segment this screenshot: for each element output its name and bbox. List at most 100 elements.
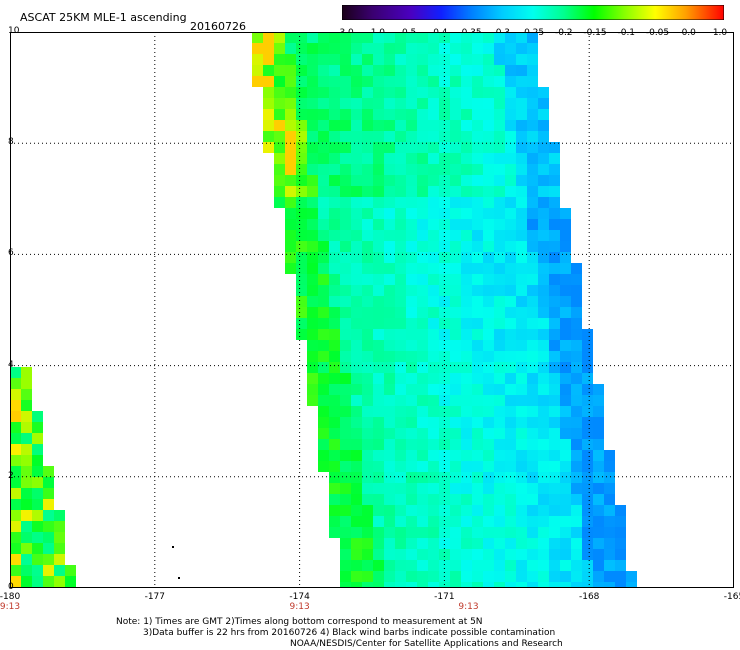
swath-cell: [483, 505, 494, 516]
swath-cell: [406, 153, 417, 164]
swath-cell: [351, 450, 362, 461]
swath-cell: [395, 230, 406, 241]
swath-cell: [450, 43, 461, 54]
left-swath-cell: [21, 554, 32, 565]
swath-cell: [483, 296, 494, 307]
swath-cell: [549, 307, 560, 318]
swath-cell: [351, 98, 362, 109]
swath-cell: [428, 54, 439, 65]
swath-cell: [483, 340, 494, 351]
swath-cell: [428, 527, 439, 538]
swath-cell: [461, 142, 472, 153]
swath-cell: [494, 164, 505, 175]
swath-cell: [351, 428, 362, 439]
swath-cell: [549, 197, 560, 208]
swath-cell: [450, 109, 461, 120]
swath-cell: [538, 450, 549, 461]
swath-cell: [373, 120, 384, 131]
swath-cell: [351, 120, 362, 131]
swath-cell: [560, 384, 571, 395]
swath-cell: [351, 417, 362, 428]
swath-cell: [527, 263, 538, 274]
map-date: 20160726: [190, 20, 246, 33]
swath-cell: [417, 241, 428, 252]
swath-cell: [362, 329, 373, 340]
swath-cell: [428, 340, 439, 351]
swath-cell: [593, 538, 604, 549]
swath-cell: [505, 417, 516, 428]
swath-cell: [428, 538, 439, 549]
swath-cell: [549, 538, 560, 549]
swath-cell: [527, 505, 538, 516]
left-swath-cell: [32, 499, 43, 510]
swath-cell: [329, 32, 340, 43]
swath-cell: [428, 472, 439, 483]
left-swath-cell: [32, 422, 43, 433]
swath-cell: [494, 285, 505, 296]
swath-cell: [428, 285, 439, 296]
swath-cell: [373, 230, 384, 241]
swath-cell: [549, 582, 560, 588]
swath-cell: [527, 296, 538, 307]
swath-cell: [417, 164, 428, 175]
swath-cell: [384, 131, 395, 142]
swath-cell: [285, 32, 296, 43]
swath-cell: [373, 417, 384, 428]
swath-cell: [417, 76, 428, 87]
swath-cell: [373, 483, 384, 494]
swath-cell: [351, 461, 362, 472]
swath-cell: [417, 208, 428, 219]
time-label: 9:13: [0, 602, 21, 612]
swath-cell: [450, 54, 461, 65]
swath-cell: [571, 362, 582, 373]
swath-cell: [307, 98, 318, 109]
swath-cell: [285, 208, 296, 219]
swath-cell: [263, 142, 274, 153]
swath-cell: [626, 571, 637, 582]
swath-cell: [318, 351, 329, 362]
swath-cell: [318, 98, 329, 109]
swath-cell: [373, 175, 384, 186]
swath-cell: [505, 538, 516, 549]
swath-cell: [461, 538, 472, 549]
swath-cell: [450, 219, 461, 230]
swath-cell: [593, 549, 604, 560]
swath-cell: [296, 153, 307, 164]
swath-cell: [571, 461, 582, 472]
swath-cell: [384, 120, 395, 131]
swath-cell: [538, 582, 549, 588]
swath-cell: [351, 175, 362, 186]
swath-cell: [384, 538, 395, 549]
swath-cell: [406, 87, 417, 98]
swath-cell: [296, 186, 307, 197]
swath-cell: [483, 450, 494, 461]
swath-cell: [318, 373, 329, 384]
swath-cell: [340, 241, 351, 252]
swath-cell: [494, 274, 505, 285]
swath-cell: [373, 65, 384, 76]
swath-cell: [450, 263, 461, 274]
swath-cell: [560, 340, 571, 351]
swath-cell: [439, 340, 450, 351]
swath-cell: [340, 263, 351, 274]
swath-cell: [549, 439, 560, 450]
swath-cell: [340, 494, 351, 505]
swath-cell: [483, 329, 494, 340]
swath-cell: [604, 461, 615, 472]
swath-cell: [560, 538, 571, 549]
swath-cell: [428, 131, 439, 142]
left-swath-cell: [21, 389, 32, 400]
left-swath-cell: [32, 466, 43, 477]
swath-cell: [329, 516, 340, 527]
swath-cell: [461, 461, 472, 472]
swath-cell: [406, 516, 417, 527]
swath-cell: [527, 307, 538, 318]
swath-cell: [549, 219, 560, 230]
swath-cell: [351, 505, 362, 516]
swath-cell: [527, 450, 538, 461]
swath-cell: [505, 439, 516, 450]
swath-cell: [406, 483, 417, 494]
swath-cell: [571, 560, 582, 571]
swath-cell: [516, 87, 527, 98]
swath-cell: [263, 131, 274, 142]
